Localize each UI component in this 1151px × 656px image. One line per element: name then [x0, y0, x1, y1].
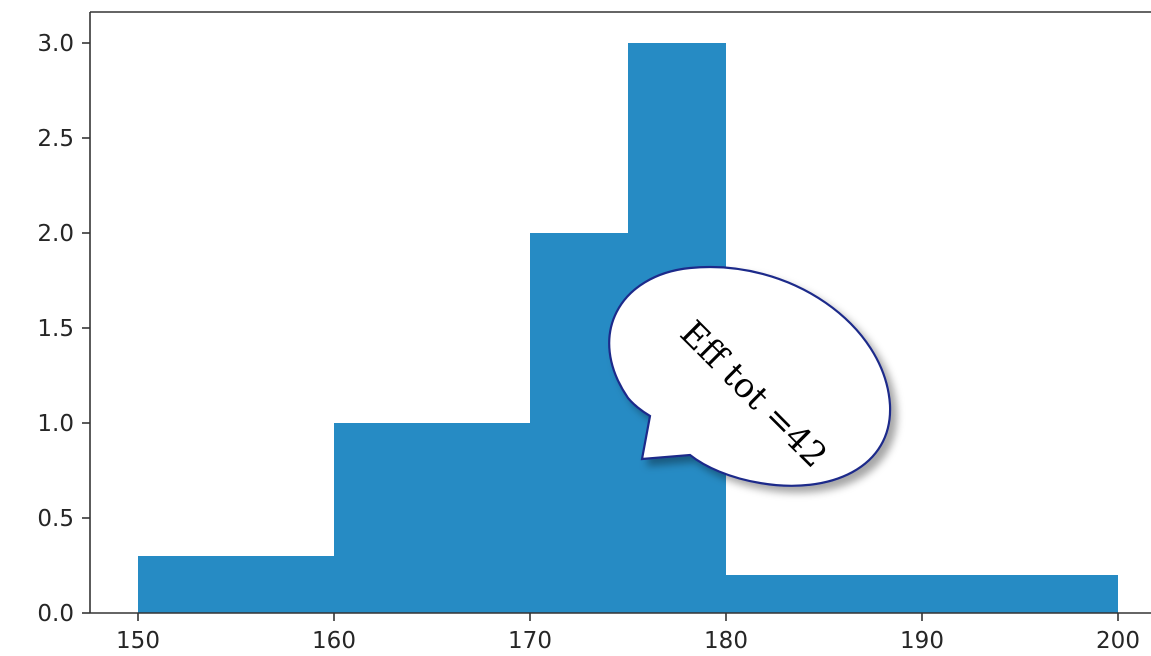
axes-group [89, 11, 1151, 614]
y-tick-label: 3.0 [37, 31, 74, 57]
speech-bubble-shape [608, 265, 892, 487]
y-tick-label: 1.0 [37, 411, 74, 437]
histogram-bar-170-175 [530, 233, 628, 613]
histogram-bar-150-160 [138, 556, 334, 613]
x-tick-label: 150 [116, 628, 160, 654]
x-tick-label: 180 [704, 628, 748, 654]
y-tick-label: 2.5 [37, 126, 74, 152]
y-tick-label: 2.0 [37, 221, 74, 247]
y-ticks-group: 0.0 0.5 1.0 1.5 2.0 2.5 3.0 [37, 31, 90, 627]
x-tick-label: 160 [312, 628, 356, 654]
y-tick-label: 0.5 [37, 506, 74, 532]
x-ticks-group: 150 160 170 180 190 200 [116, 613, 1140, 654]
bars-group [138, 43, 1118, 613]
y-tick-label: 0.0 [37, 601, 74, 627]
x-tick-label: 190 [900, 628, 944, 654]
histogram-bar-160-170 [334, 423, 530, 613]
x-tick-label: 170 [508, 628, 552, 654]
annotation-bubble: Eff tot =42 [608, 265, 892, 487]
histogram-bar-180-200 [726, 575, 1118, 613]
y-tick-label: 1.5 [37, 316, 74, 342]
x-tick-label: 200 [1096, 628, 1140, 654]
